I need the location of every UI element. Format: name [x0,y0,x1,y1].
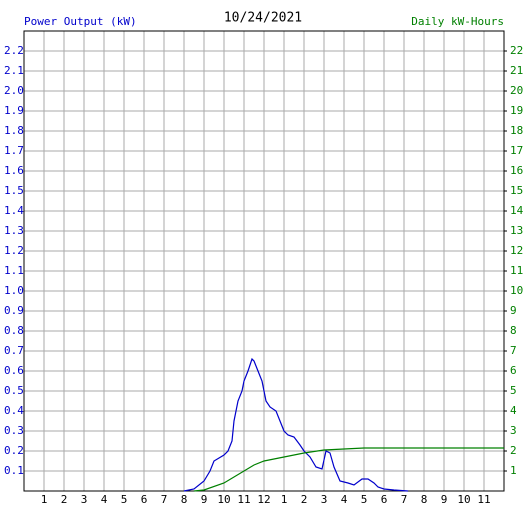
x-tick-label: 7 [401,493,408,506]
y2-tick-label: 9 [510,304,517,317]
x-tick-label: 7 [161,493,168,506]
y-tick-label: 1.7 [4,144,24,157]
y-tick-label: 1.8 [4,124,24,137]
x-tick-label: 4 [101,493,108,506]
x-tick-label: 2 [61,493,68,506]
y-tick-label: 2.2 [4,44,24,57]
y2-tick-label: 11 [510,264,523,277]
series-line [193,447,504,492]
y2-tick-label: 2 [510,444,517,457]
x-tick-label: 5 [121,493,128,506]
y2-tick-label: 12 [510,244,523,257]
y-tick-label: 1.2 [4,244,24,257]
x-tick-label: 6 [141,493,148,506]
x-tick-label: 5 [361,493,368,506]
x-tick-label: 10 [457,493,470,506]
y2-tick-label: 8 [510,324,517,337]
y2-tick-label: 18 [510,124,523,137]
chart-title: 10/24/2021 [224,11,302,26]
x-tick-label: 1 [41,493,48,506]
y-tick-label: 2.0 [4,84,24,97]
y-axis-label: Power Output (kW) [24,15,137,28]
y2-tick-label: 7 [510,344,517,357]
y-tick-label: 1.5 [4,184,24,197]
y2-tick-label: 13 [510,224,523,237]
plot-border [23,30,505,492]
y2-tick-label: 20 [510,84,523,97]
y2-tick-label: 16 [510,164,523,177]
x-tick-label: 8 [181,493,188,506]
x-tick-label: 11 [477,493,490,506]
y2-tick-label: 4 [510,404,517,417]
x-tick-label: 11 [237,493,250,506]
y-tick-label: 0.7 [4,344,24,357]
y-tick-label: 1.1 [4,264,24,277]
x-tick-label: 6 [381,493,388,506]
y2-tick-label: 6 [510,364,517,377]
y-tick-label: 1.3 [4,224,24,237]
y-tick-label: 1.4 [4,204,24,217]
series-line [183,357,409,492]
y-tick-label: 0.3 [4,424,24,437]
y-tick-label: 0.8 [4,324,24,337]
y2-tick-label: 21 [510,64,523,77]
y-tick-label: 2.1 [4,64,24,77]
y-tick-label: 0.4 [4,404,24,417]
y2-tick-label: 3 [510,424,517,437]
x-tick-label: 9 [441,493,448,506]
y-tick-label: 0.6 [4,364,24,377]
y-tick-label: 1.9 [4,104,24,117]
x-tick-label: 4 [341,493,348,506]
x-tick-label: 3 [321,493,328,506]
x-tick-label: 12 [257,493,270,506]
x-tick-label: 1 [281,493,288,506]
y2-tick-label: 10 [510,284,523,297]
x-tick-label: 3 [81,493,88,506]
y2-tick-label: 5 [510,384,517,397]
y-tick-label: 0.1 [4,464,24,477]
x-tick-label: 2 [301,493,308,506]
y2-tick-label: 1 [510,464,517,477]
y-tick-label: 0.2 [4,444,24,457]
x-tick-label: 10 [217,493,230,506]
x-tick-label: 9 [201,493,208,506]
y-tick-label: 0.9 [4,304,24,317]
y2-tick-label: 17 [510,144,523,157]
y2-tick-label: 19 [510,104,523,117]
y2-tick-label: 15 [510,184,523,197]
y-tick-label: 1.6 [4,164,24,177]
y-tick-label: 1.0 [4,284,24,297]
x-tick-label: 8 [421,493,428,506]
y-tick-label: 0.5 [4,384,24,397]
y2-tick-label: 14 [510,204,524,217]
y2-tick-label: 22 [510,44,523,57]
y2-axis-label: Daily kW-Hours [411,15,504,28]
